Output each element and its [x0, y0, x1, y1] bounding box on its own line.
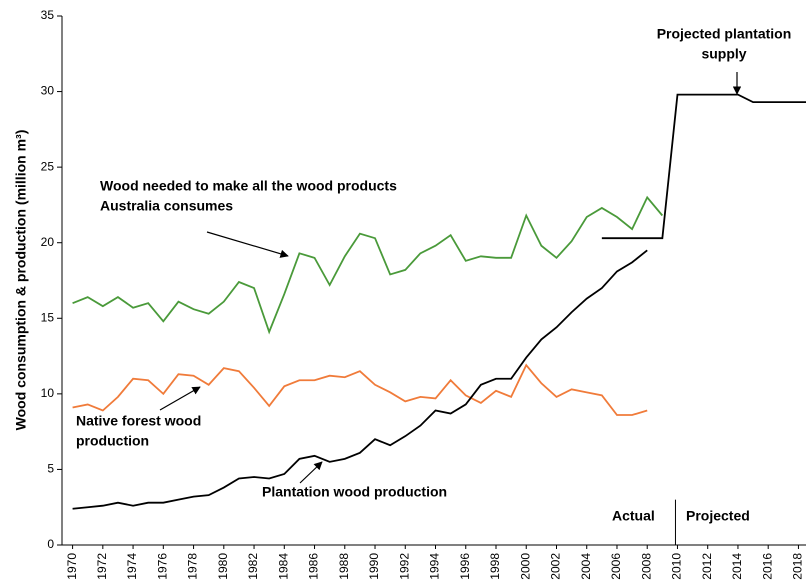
x-tick-label: 1974: [125, 553, 139, 580]
annotation: Plantation wood production: [262, 484, 447, 500]
x-tick-label: 1990: [367, 553, 381, 580]
annotation: Projected plantation: [657, 26, 792, 42]
y-tick-label: 0: [47, 537, 54, 551]
x-tick-label: 2012: [700, 553, 714, 580]
arrow: [299, 461, 323, 484]
x-tick-label: 1996: [458, 553, 472, 580]
x-tick-label: 2010: [670, 553, 684, 580]
x-tick-label: 2008: [639, 553, 653, 580]
series-line: [72, 195, 664, 335]
x-tick-label: 1978: [186, 553, 200, 580]
series-line: [601, 93, 806, 240]
annotation: Australia consumes: [100, 198, 233, 214]
y-tick-label: 30: [41, 84, 55, 98]
x-tick-label: 1992: [397, 553, 411, 580]
annotation: Projected: [686, 508, 750, 524]
x-tick-label: 1972: [95, 553, 109, 580]
y-tick-label: 15: [41, 310, 55, 324]
x-tick-label: 1998: [488, 553, 502, 580]
x-tick-label: 2006: [609, 553, 623, 580]
series-line: [72, 249, 648, 510]
x-tick-label: 2000: [518, 553, 532, 580]
x-tick-label: 1994: [428, 553, 442, 580]
x-tick-label: 2014: [730, 553, 744, 580]
annotation: production: [76, 433, 149, 449]
x-tick-label: 1976: [155, 553, 169, 580]
annotation: Native forest wood: [76, 413, 201, 429]
y-tick-label: 25: [41, 159, 55, 173]
arrow: [206, 231, 289, 258]
x-tick-label: 1980: [216, 553, 230, 580]
x-tick-label: 1982: [246, 553, 260, 580]
annotation: Wood needed to make all the wood product…: [100, 178, 397, 194]
y-tick-label: 5: [47, 462, 54, 476]
y-axis-label: Wood consumption & production (million m…: [13, 130, 29, 431]
annotation: Actual: [612, 508, 655, 524]
x-tick-label: 1970: [65, 553, 79, 580]
y-tick-label: 35: [41, 8, 55, 22]
arrow: [159, 386, 201, 411]
x-tick-label: 2004: [579, 553, 593, 580]
x-tick-label: 1986: [307, 553, 321, 580]
series-line: [72, 363, 648, 416]
x-tick-label: 2018: [791, 553, 805, 580]
y-tick-label: 10: [41, 386, 55, 400]
y-tick-label: 20: [41, 235, 55, 249]
annotation: supply: [701, 46, 746, 62]
x-tick-label: 1984: [276, 553, 290, 580]
x-tick-label: 1988: [337, 553, 351, 580]
x-tick-label: 2016: [760, 553, 774, 580]
x-tick-label: 2002: [549, 553, 563, 580]
